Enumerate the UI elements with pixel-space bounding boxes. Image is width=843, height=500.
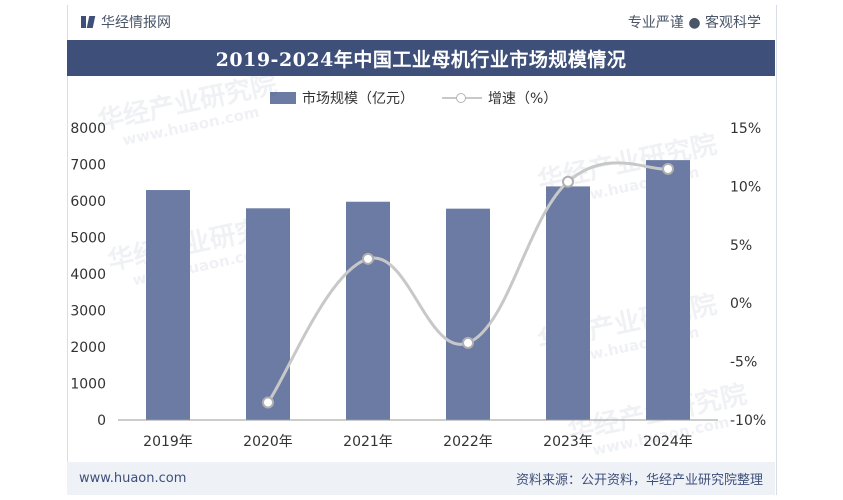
x-axis: 2019年 2020年 2021年 2022年 2023年 2024年 — [118, 419, 718, 450]
legend-line-label: 增速（%） — [488, 91, 558, 107]
line-series — [262, 161, 674, 409]
left-tick-label: 1000 — [70, 377, 106, 393]
left-tick-label: 4000 — [70, 267, 106, 283]
right-tick-label: 5% — [730, 238, 752, 254]
right-tick-label: 15% — [730, 121, 761, 137]
x-tick-label: 2020年 — [243, 434, 293, 450]
footer-source: 资料来源：公开资料，华经产业研究院整理 — [515, 473, 763, 488]
growth-point — [362, 252, 374, 265]
legend: 市场规模（亿元） 增速（%） — [270, 88, 557, 108]
chart-frame — [67, 5, 777, 495]
x-tick-label: 2024年 — [643, 434, 693, 450]
top-bar: 华经情报网 专业严谨 ● 客观科学 — [67, 5, 775, 39]
left-tick-label: 8000 — [70, 121, 106, 137]
legend-bar-label: 市场规模（亿元） — [302, 91, 414, 107]
bar — [646, 160, 690, 420]
brand-name: 华经情报网 — [101, 15, 171, 31]
left-tick-label: 6000 — [70, 194, 106, 210]
chart-title: 2019-2024年中国工业母机行业市场规模情况 — [67, 40, 775, 76]
left-tick-label: 0 — [97, 413, 106, 429]
right-axis: -10% -5% 0% 5% 10% 15% — [730, 121, 766, 429]
brand[interactable]: 华经情报网 — [81, 12, 171, 32]
x-tick-label: 2022年 — [443, 434, 493, 450]
left-tick-label: 2000 — [70, 340, 106, 356]
bar-series — [146, 160, 690, 420]
x-tick-label: 2023年 — [543, 434, 593, 450]
footer-site[interactable]: www.huaon.com — [79, 471, 187, 486]
left-tick-label: 7000 — [70, 158, 106, 174]
x-tick-label: 2021年 — [343, 434, 393, 450]
bar — [546, 186, 590, 420]
right-tick-label: -10% — [730, 413, 766, 429]
tagline: 专业严谨 ● 客观科学 — [627, 15, 761, 31]
left-tick-label: 3000 — [70, 304, 106, 320]
growth-point — [562, 175, 574, 188]
x-tick-label: 2019年 — [143, 434, 193, 450]
right-tick-label: -5% — [730, 355, 757, 371]
bar — [446, 208, 490, 420]
brand-logo-icon — [81, 15, 95, 29]
legend-bar-swatch — [270, 92, 296, 104]
footer: www.huaon.com 资料来源：公开资料，华经产业研究院整理 — [67, 462, 775, 495]
bar — [246, 208, 290, 420]
growth-point — [462, 336, 474, 349]
legend-line-swatch — [442, 92, 482, 104]
left-axis: 0 1000 2000 3000 4000 5000 6000 7000 8000 — [70, 121, 106, 429]
growth-point — [262, 396, 274, 409]
bar — [146, 190, 190, 420]
left-tick-label: 5000 — [70, 231, 106, 247]
right-tick-label: 10% — [730, 179, 761, 195]
right-tick-label: 0% — [730, 296, 752, 312]
growth-point — [662, 162, 674, 175]
bar — [346, 201, 390, 420]
